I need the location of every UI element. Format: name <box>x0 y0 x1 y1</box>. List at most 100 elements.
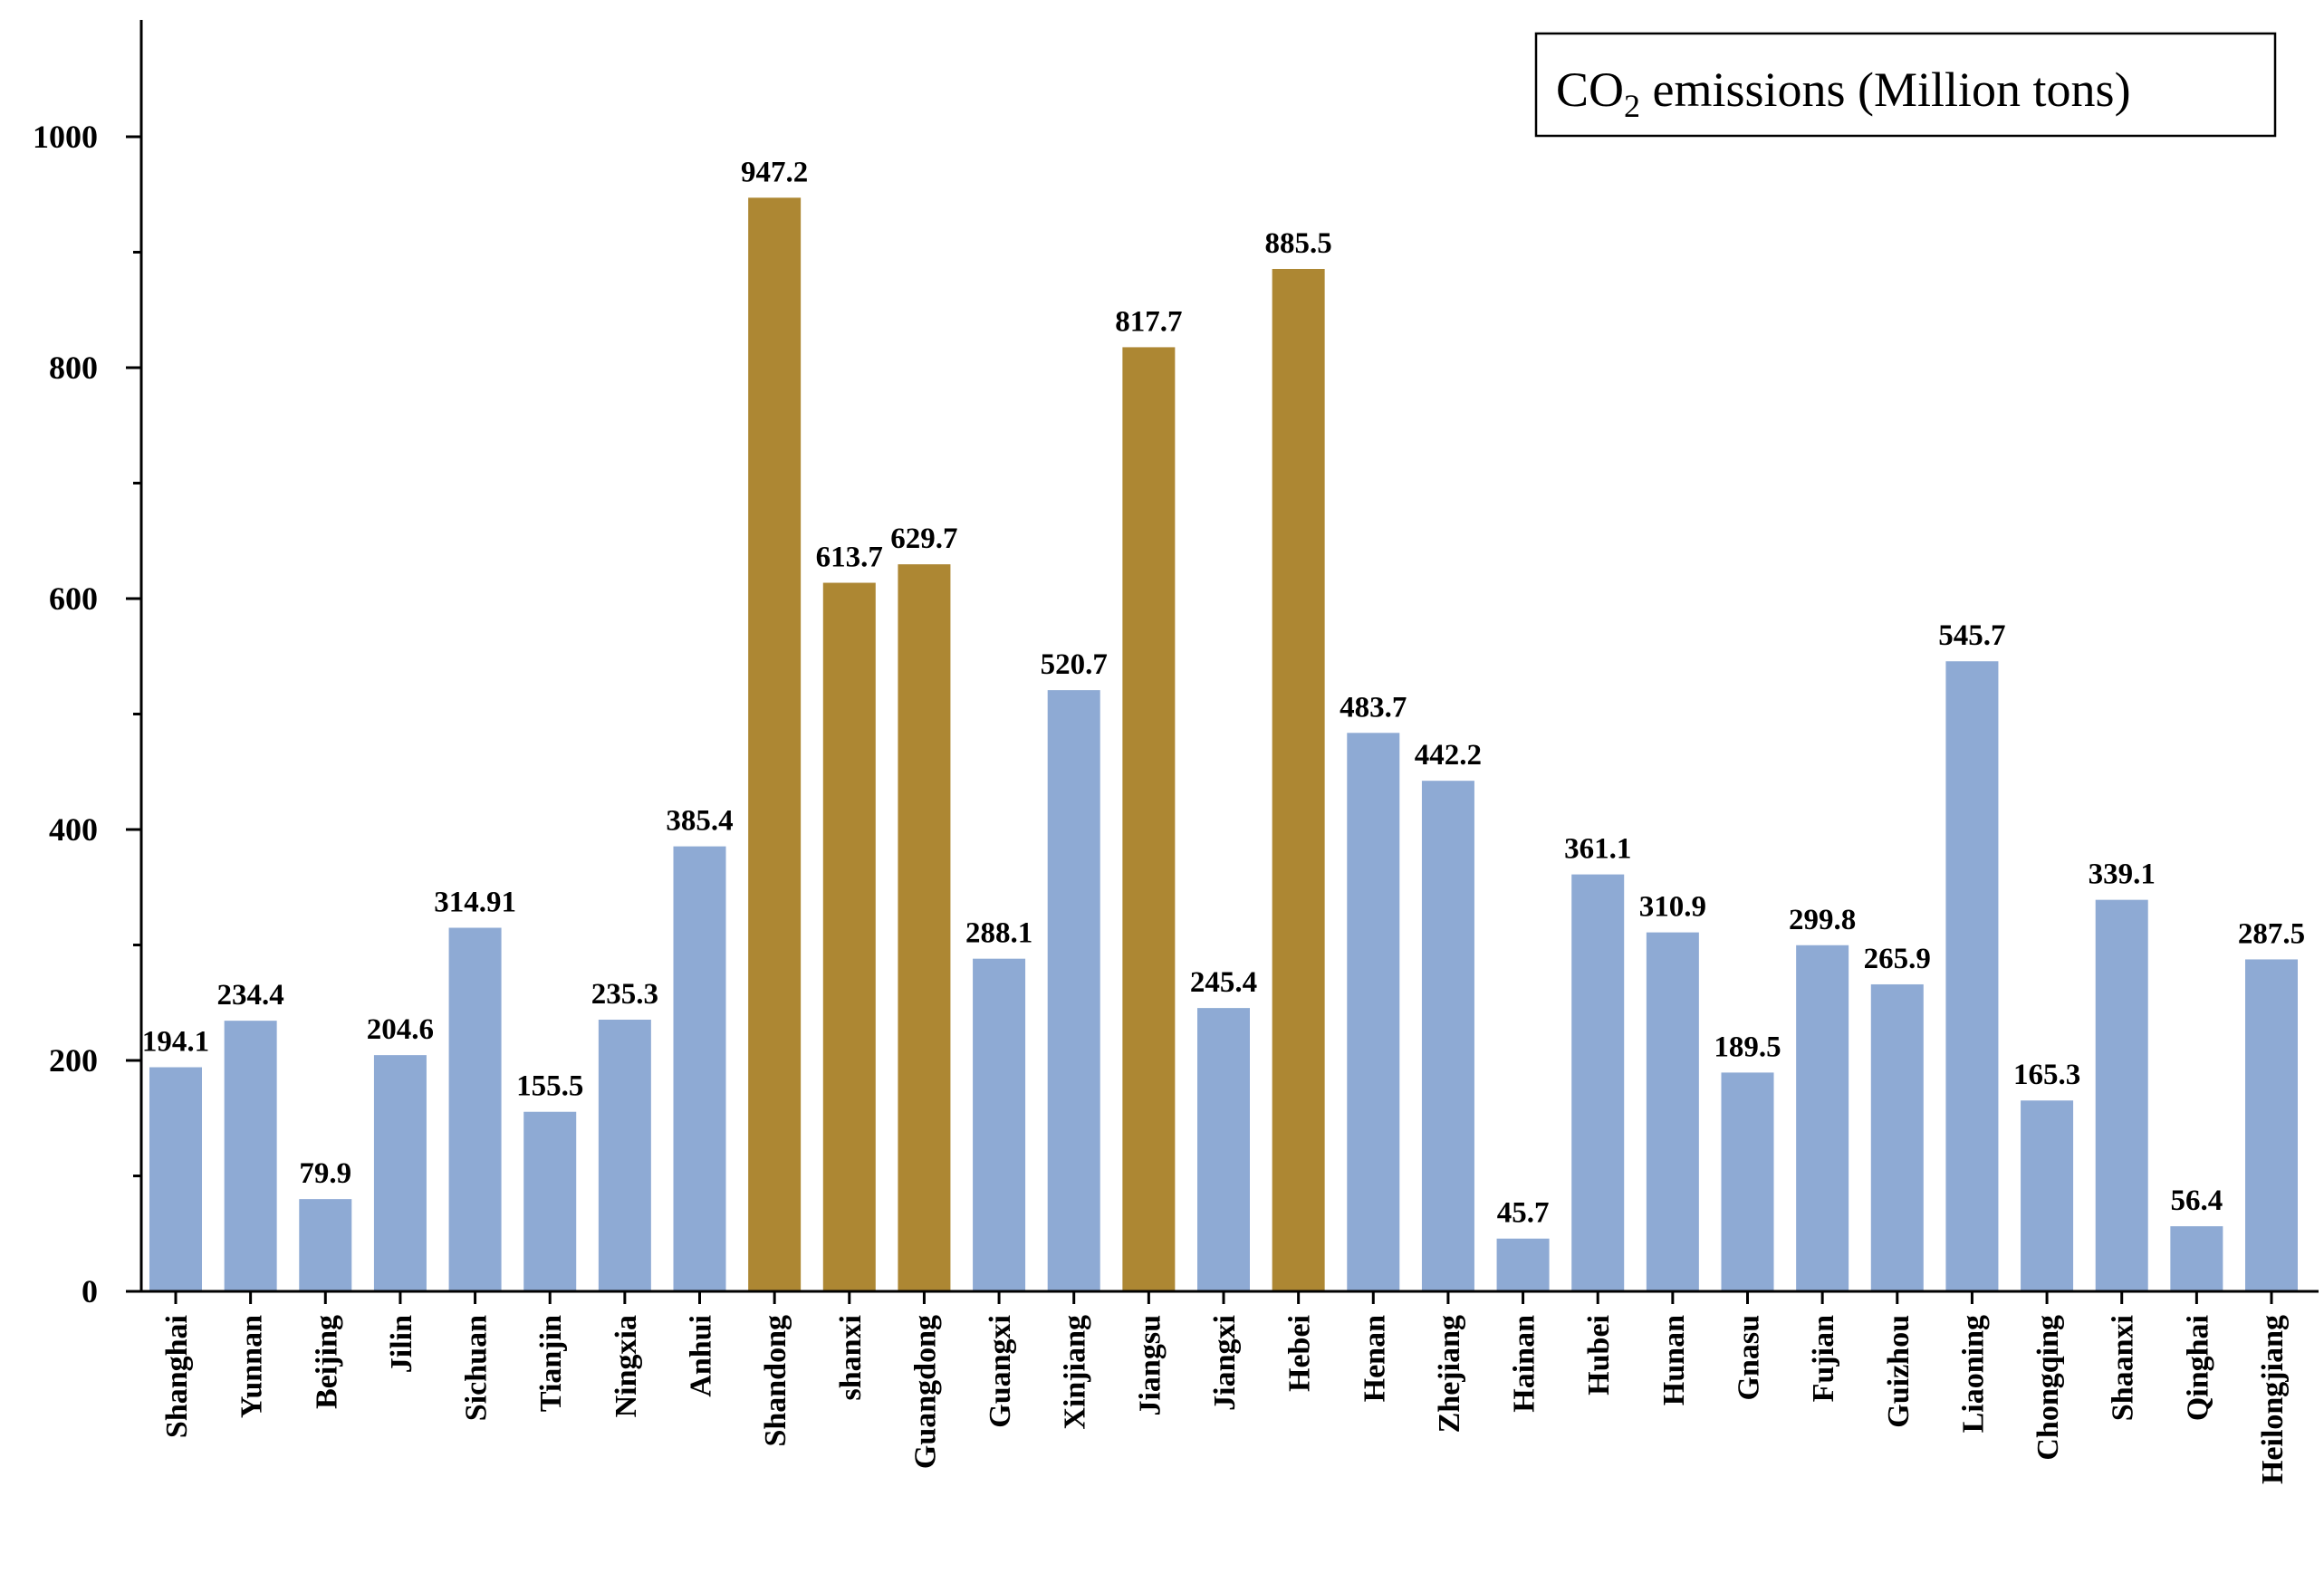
bar-chongqing <box>2021 1100 2074 1291</box>
x-tick-label-gnasu: Gnasu <box>1733 1315 1766 1401</box>
data-label-shanxi: 613.7 <box>816 542 883 574</box>
bar-shanghai <box>149 1067 202 1291</box>
bar-ningxia <box>598 1019 651 1291</box>
data-label-shaanxi: 339.1 <box>2089 858 2156 891</box>
bar-jilin <box>373 1055 427 1291</box>
bar-jiangsu <box>1122 347 1176 1291</box>
bar-shaanxi <box>2095 899 2148 1291</box>
x-tick-label-hunan: Hunan <box>1657 1315 1691 1405</box>
x-tick-label-hainan: Hainan <box>1508 1315 1541 1413</box>
data-label-hubei: 361.1 <box>1564 833 1631 866</box>
legend-text: CO2 emissions (Million tons) <box>1556 62 2131 124</box>
data-label-beijing: 79.9 <box>299 1157 351 1190</box>
legend-text-subscript: 2 <box>1624 88 1640 124</box>
x-tick-label-shanghai: Shanghai <box>160 1315 194 1438</box>
x-tick-label-tianjin: Tianjin <box>534 1315 568 1412</box>
x-tick-label-zhejiang: Zhejiang <box>1433 1315 1466 1433</box>
data-label-anhui: 385.4 <box>666 805 733 838</box>
data-label-tianjin: 155.5 <box>516 1070 583 1103</box>
bar-gnasu <box>1721 1072 1774 1291</box>
data-label-shandong: 947.2 <box>741 156 808 188</box>
x-tick-label-jiangsu: Jiangsu <box>1133 1315 1167 1416</box>
bar-liaoning <box>1945 661 1999 1291</box>
x-tick-label-guangxi: Guangxi <box>984 1315 1017 1428</box>
x-tick-label-yunnan: Yunnan <box>235 1315 269 1418</box>
x-tick-label-anhui: Anhui <box>685 1315 718 1397</box>
data-label-guangdong: 629.7 <box>890 523 957 555</box>
bar-henan <box>1347 733 1400 1291</box>
legend-text-rest: emissions (Million tons) <box>1640 62 2131 117</box>
x-tick-label-henan: Henan <box>1358 1315 1391 1402</box>
data-label-henan: 483.7 <box>1340 691 1407 724</box>
y-tick-label: 400 <box>49 811 98 848</box>
data-label-zhejiang: 442.2 <box>1415 739 1482 772</box>
bar-hunan <box>1646 932 1699 1291</box>
legend-text-main: CO <box>1556 62 1624 117</box>
y-tick-label: 600 <box>49 580 98 617</box>
bar-anhui <box>673 846 726 1291</box>
bar-beijing <box>299 1199 352 1291</box>
data-label-hainan: 45.7 <box>1497 1197 1550 1230</box>
y-axis: 0 200 400 600 800 1000 <box>33 20 143 1309</box>
bar-fujian <box>1796 945 1849 1291</box>
data-label-liaoning: 545.7 <box>1938 619 2005 652</box>
bar-shandong <box>748 197 802 1291</box>
data-label-qinghai: 56.4 <box>2170 1185 2223 1217</box>
data-label-fujian: 299.8 <box>1789 904 1856 936</box>
bar-sichuan <box>448 927 502 1291</box>
bar-jiangxi <box>1197 1008 1250 1291</box>
bar-xinjiang <box>1047 690 1100 1291</box>
x-tick-label-shandong: Shandong <box>759 1315 792 1447</box>
x-tick-label-liaoning: Liaoning <box>1956 1315 1990 1433</box>
bar-tianjin <box>523 1111 577 1291</box>
y-tick-label: 0 <box>82 1273 98 1309</box>
x-tick-label-shaanxi: Shaanxi <box>2107 1315 2140 1421</box>
data-label-xinjiang: 520.7 <box>1041 648 1108 681</box>
x-tick-label-guizhou: Guizhou <box>1882 1315 1916 1428</box>
data-label-jiangxi: 245.4 <box>1190 966 1257 999</box>
bar-guizhou <box>1870 983 1924 1291</box>
data-label-shanghai: 194.1 <box>142 1026 209 1059</box>
bar-hubei <box>1571 874 1625 1291</box>
y-tick-label: 1000 <box>33 119 98 155</box>
bar-hainan <box>1496 1238 1550 1291</box>
x-tick-label-jiangxi: Jiangxi <box>1208 1315 1242 1411</box>
x-tick-label-jilin: Jilin <box>385 1315 418 1373</box>
data-label-jilin: 204.6 <box>367 1013 434 1046</box>
data-label-heilongjiang: 287.5 <box>2238 917 2305 950</box>
data-label-sichuan: 314.91 <box>434 886 516 918</box>
data-label-ningxia: 235.3 <box>591 978 658 1011</box>
x-tick-label-heilongjiang: Heilongjiang <box>2256 1315 2290 1484</box>
y-tick-label: 800 <box>49 350 98 386</box>
bar-hebei <box>1272 268 1325 1291</box>
x-tick-label-hubei: Hubei <box>1582 1315 1616 1396</box>
x-tick-label-hebei: Hebei <box>1283 1315 1317 1392</box>
data-label-guizhou: 265.9 <box>1864 943 1931 975</box>
x-tick-label-shanxi: shanxi <box>834 1315 868 1401</box>
bar-guangxi <box>973 958 1026 1291</box>
x-tick-label-beijing: Beijing <box>310 1315 343 1409</box>
bar-shanxi <box>822 582 876 1291</box>
bar-qinghai <box>2170 1226 2223 1291</box>
bar-heilongjiang <box>2245 959 2298 1291</box>
bars <box>149 197 2298 1291</box>
x-axis: Shanghai Yunnan Beijing Jilin Sichuan Tianjin… <box>141 1290 2319 1484</box>
data-label-gnasu: 189.5 <box>1714 1031 1781 1063</box>
x-tick-label-sichuan: Sichuan <box>460 1315 494 1421</box>
legend-box: CO2 emissions (Million tons) <box>1534 32 2277 138</box>
x-tick-label-qinghai: Qinghai <box>2181 1315 2214 1421</box>
x-tick-label-fujian: Fujian <box>1807 1315 1840 1402</box>
x-tick-label-ningxia: Ningxia <box>610 1315 643 1417</box>
data-label-guangxi: 288.1 <box>965 917 1032 950</box>
data-label-jiangsu: 817.7 <box>1115 305 1182 338</box>
bar-guangdong <box>898 564 951 1291</box>
data-label-hunan: 310.9 <box>1639 891 1706 924</box>
data-label-yunnan: 234.4 <box>217 979 284 1012</box>
data-label-chongqing: 165.3 <box>2013 1059 2080 1091</box>
data-label-hebei: 885.5 <box>1265 227 1332 260</box>
y-tick-label: 200 <box>49 1042 98 1079</box>
x-tick-label-chongqing: Chongqing <box>2031 1315 2065 1461</box>
x-tick-label-guangdong: Guangdong <box>908 1315 942 1469</box>
